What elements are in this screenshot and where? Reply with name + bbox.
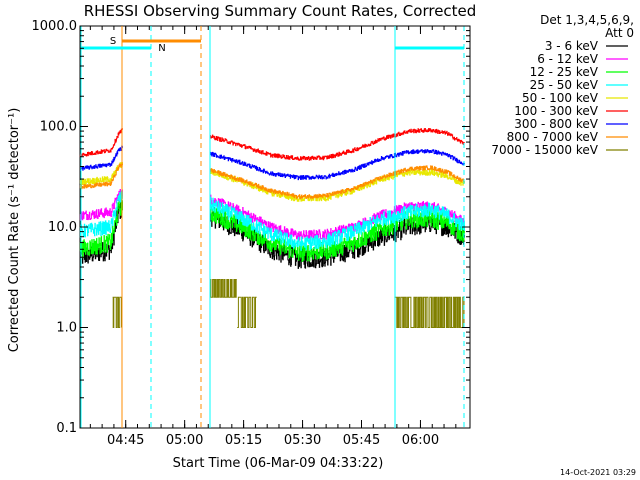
series-line [209,149,465,181]
axis-ticks: 0.1 1.0 10.0 100.0 1000.0 04:45 05:00 05:15 05:3… [32,19,470,448]
x-tick-label: 05:15 [225,433,262,448]
timestamp: 14-Oct-2021 03:29 [560,468,636,477]
series-line [209,196,465,251]
legend-entry: 6 - 12 keV [537,52,599,66]
series-line [209,128,465,161]
y-tick-label: 1000.0 [32,19,78,34]
plot-area: SN [79,25,471,429]
x-tick-label: 06:00 [402,433,439,448]
y-tick-label: 100.0 [40,120,77,135]
legend-entry: 50 - 100 keV [522,91,599,105]
legend-entry: 300 - 800 keV [514,117,598,131]
x-tick-label: 05:00 [166,433,203,448]
series-1 [79,189,465,241]
series-6 [80,145,465,181]
series-line [79,189,123,221]
series-line [80,145,123,171]
olive-line [112,296,122,328]
series-7 [79,163,465,200]
legend-entry: 7000 - 15000 keV [491,143,598,157]
y-tick-label: 0.1 [56,421,77,436]
series-line [79,163,123,190]
legend-entry: 100 - 300 keV [514,104,598,118]
x-tick-label: 05:45 [343,433,380,448]
olive-line [237,296,257,328]
olive-line [209,279,237,298]
series-line [79,197,123,259]
series-line [209,165,465,200]
series-line [79,128,123,158]
series-4 [79,162,465,202]
chart-title: RHESSI Observing Summary Count Rates, Co… [84,2,477,20]
y-axis-label: Corrected Count Rate (s⁻¹ detector⁻¹) [7,108,22,353]
legend-header: Det 1,3,4,5,6,9, [540,13,634,27]
olive-line [394,296,465,328]
legend-entry: 3 - 6 keV [545,39,599,53]
x-tick-label: 04:45 [107,433,144,448]
y-tick-label: 10.0 [48,220,77,235]
series-olive [112,279,465,328]
legend-header: Att 0 [605,26,634,40]
x-tick-label: 05:30 [284,433,321,448]
x-axis-label: Start Time (06-Mar-09 04:33:22) [173,456,384,471]
legend-entry: 25 - 50 keV [530,78,599,92]
series-5 [79,128,465,161]
y-tick-label: 1.0 [56,321,77,336]
annotation-S: S [110,36,116,47]
legend-entry: 800 - 7000 keV [507,130,599,144]
annotation-N: N [158,43,165,54]
legend-entry: 12 - 25 keV [530,65,599,79]
series-line [79,162,123,186]
